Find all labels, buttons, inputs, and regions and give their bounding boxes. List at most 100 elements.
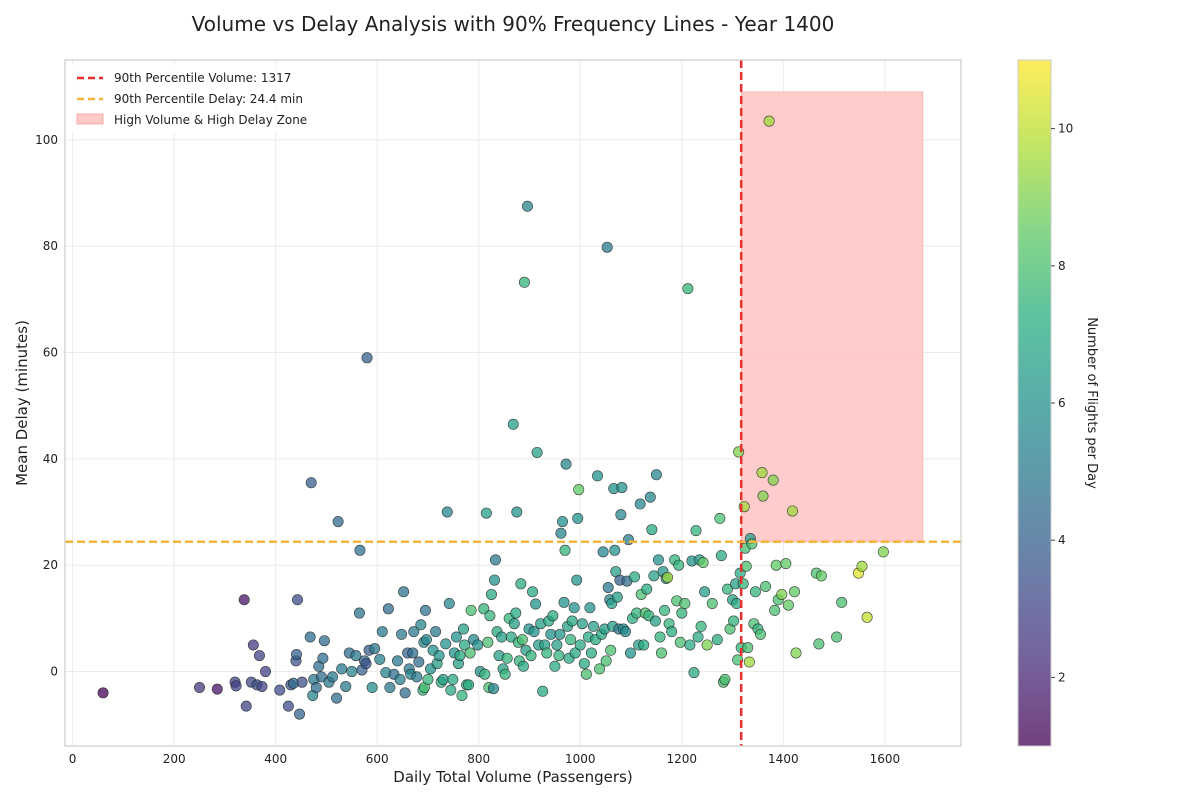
scatter-point [369, 643, 381, 655]
scatter-point [697, 557, 709, 569]
scatter-point [728, 615, 740, 627]
scatter-point [767, 474, 779, 486]
scatter-point [294, 708, 306, 720]
scatter-point [515, 578, 527, 590]
scatter-point [407, 647, 419, 659]
x-tick-label: 1000 [565, 752, 596, 766]
scatter-point [392, 655, 404, 667]
scatter-point [619, 626, 631, 638]
scatter-point [560, 458, 572, 470]
scatter-point [654, 631, 666, 643]
scatter-point [296, 676, 308, 688]
scatter-point [290, 649, 302, 661]
scatter-point [366, 682, 378, 694]
scatter-point [253, 650, 265, 662]
scatter-point [622, 534, 634, 546]
scatter-point [655, 647, 667, 659]
scatter-point [511, 506, 523, 518]
scatter-point [396, 628, 408, 640]
scatter-point [662, 571, 674, 583]
y-tick-label: 40 [43, 452, 58, 466]
colorbar-label: Number of Flights per Day [1084, 317, 1099, 489]
scatter-point [510, 607, 522, 619]
legend: 90th Percentile Volume: 1317 90th Percen… [70, 64, 330, 132]
x-axis-label: Daily Total Volume (Passengers) [393, 768, 632, 786]
scatter-point [454, 650, 466, 662]
scatter-point [238, 594, 250, 606]
scatter-point [282, 700, 294, 712]
scatter-point [757, 490, 769, 502]
scatter-point [521, 200, 533, 212]
scatter-point [501, 652, 513, 664]
scatter-point [478, 603, 490, 615]
scatter-point [260, 666, 272, 678]
scatter-point [594, 663, 606, 675]
scatter-point [861, 611, 873, 623]
scatter-point [443, 597, 455, 609]
scatter-point [611, 591, 623, 603]
scatter-point [553, 650, 565, 662]
scatter-point [770, 559, 782, 571]
scatter-point [719, 674, 731, 686]
x-tick-label: 0 [69, 752, 77, 766]
scatter-point [615, 509, 627, 521]
scatter-point [411, 671, 423, 683]
scatter-point [530, 598, 542, 610]
scatter-point [688, 667, 700, 679]
scatter-point [97, 687, 109, 699]
scatter-point [641, 583, 653, 595]
scatter-point [650, 469, 662, 481]
y-tick-label: 100 [35, 133, 58, 147]
scatter-point [346, 666, 358, 678]
x-tick-label: 800 [467, 752, 490, 766]
x-tick-label: 1200 [667, 752, 698, 766]
colorbar-tick-label: 10 [1058, 122, 1073, 136]
scatter-point [525, 650, 537, 662]
scatter-point [408, 626, 420, 638]
scatter-point [634, 498, 646, 510]
scatter-point [790, 647, 802, 659]
scatter-point [527, 586, 539, 598]
scatter-point [518, 276, 530, 288]
scatter-point [516, 634, 528, 646]
scatter-point [695, 620, 707, 632]
x-tick-labels: 0 200 400 600 800 1000 1200 1400 1600 [69, 752, 900, 766]
scatter-point [487, 683, 499, 695]
scatter-point [420, 634, 432, 646]
scatter-point [584, 602, 596, 614]
chart-title: Volume vs Delay Analysis with 90% Freque… [192, 12, 835, 36]
scatter-point [399, 687, 411, 699]
scatter-point [721, 583, 733, 595]
legend-label-delay-line: 90th Percentile Delay: 24.4 min [114, 92, 303, 106]
scatter-point [568, 602, 580, 614]
scatter-point [508, 618, 520, 630]
scatter-point [376, 626, 388, 638]
scatter-point [831, 631, 843, 643]
scatter-point [679, 597, 691, 609]
scatter-point [585, 647, 597, 659]
scatter-point [458, 623, 470, 635]
scatter-point [706, 597, 718, 609]
y-tick-label: 0 [50, 665, 58, 679]
scatter-point [566, 615, 578, 627]
scatter-point [746, 538, 758, 550]
scatter-point [440, 638, 452, 650]
scatter-point [304, 631, 316, 643]
scatter-point [230, 680, 242, 692]
scatter-point [856, 560, 868, 572]
scatter-point [415, 619, 427, 631]
scatter-point [315, 671, 327, 683]
scatter-point [673, 559, 685, 571]
scatter-point [754, 628, 766, 640]
scatter-point [737, 578, 749, 590]
scatter-point [463, 679, 475, 691]
scatter-point [485, 588, 497, 600]
y-tick-labels: 0 20 40 60 80 100 [35, 133, 58, 679]
scatter-point [447, 674, 459, 686]
scatter-point [743, 656, 755, 668]
scatter-point [472, 639, 484, 651]
scatter-point [450, 631, 462, 643]
scatter-point [433, 650, 445, 662]
scatter-point [625, 647, 637, 659]
scatter-point [354, 544, 366, 556]
